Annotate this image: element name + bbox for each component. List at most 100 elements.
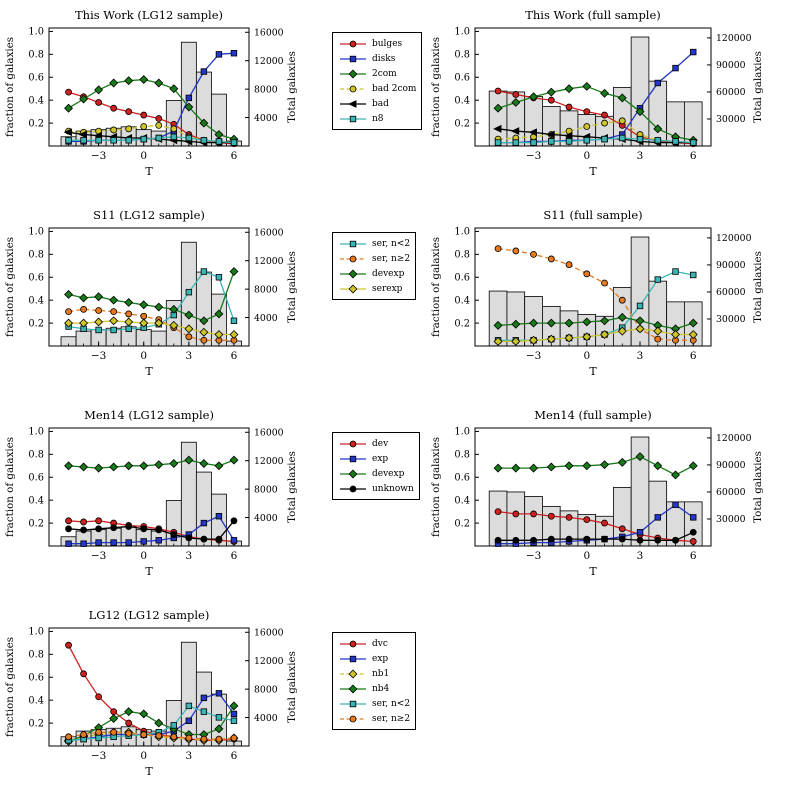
circle-marker (95, 99, 103, 106)
chart-svg: 0.2 0.4 0.6 0.8 1.0 4000 8000 12000 16000 −3 0 3 6 Th… (4, 8, 298, 178)
right-y-axis-label: Total galaxies (286, 51, 298, 123)
legend-entry-disks: disks (338, 51, 416, 66)
square-marker (125, 325, 132, 333)
legend-sample (340, 440, 366, 447)
right-y-axis-label: Total galaxies (286, 251, 298, 323)
legend-entry-nb1: nb1 (338, 666, 410, 681)
y-axis-right: 4000 8000 12000 16000 (245, 627, 284, 724)
y-tick-label: 1.0 (28, 27, 44, 38)
square-marker (349, 455, 357, 462)
circle-marker (125, 523, 133, 530)
chart-svg: 0.2 0.4 0.6 0.8 1.0 30000 60000 90000 120000 −3 0 3… (430, 408, 764, 578)
circle-marker (349, 440, 357, 447)
circle-marker (547, 512, 555, 520)
legend-sample (340, 715, 366, 722)
square-marker (185, 288, 193, 296)
series-devexp (64, 267, 239, 326)
legend-label: ser, n≥2 (372, 253, 411, 264)
y-axis-label: fraction of galaxies (4, 37, 16, 137)
diamond-marker (688, 461, 698, 471)
right-tick-label: 8000 (254, 684, 278, 695)
circle-marker (565, 103, 573, 111)
x-tick-label: 3 (186, 150, 193, 162)
square-marker (349, 240, 357, 247)
diamond-marker (493, 463, 503, 473)
diamond-marker (348, 284, 358, 293)
x-axis: −3 0 3 6 (68, 341, 238, 362)
axes-frame (48, 227, 250, 347)
right-tick-label: 60000 (716, 87, 746, 98)
square-marker (512, 139, 520, 146)
x-tick-label: 3 (186, 350, 193, 362)
square-marker (619, 134, 626, 142)
right-tick-label: 120000 (716, 233, 752, 244)
diamond-marker (564, 333, 574, 343)
square-marker (200, 694, 208, 702)
circle-marker (125, 125, 133, 133)
circle-marker (95, 728, 103, 736)
y-tick-label: 0.8 (28, 650, 44, 661)
x-tick-label: −3 (91, 350, 106, 362)
circle-marker (200, 336, 208, 344)
y-axis-left: 0.2 0.4 0.6 0.8 1.0 (454, 27, 479, 129)
y-axis-label: fraction of galaxies (430, 437, 442, 537)
circle-marker (185, 734, 193, 742)
tri-left-marker (63, 128, 72, 137)
series-n8 (65, 133, 238, 146)
diamond-marker (139, 318, 149, 328)
legend-cell-row2: ser, n<2 ser, n≥2 devexp serexp (332, 206, 428, 406)
series-n8 (494, 134, 697, 146)
y-tick-label: 0.2 (454, 118, 470, 129)
circle-marker (155, 121, 163, 129)
circle-marker (349, 640, 357, 647)
x-axis: −3 0 3 6 (68, 741, 238, 762)
diamond-marker (184, 102, 194, 112)
legend-sample (340, 269, 366, 278)
circle-marker (512, 91, 520, 98)
square-marker (110, 137, 117, 144)
y-axis-label: fraction of galaxies (430, 37, 442, 137)
x-tick-label: 3 (637, 350, 644, 362)
series-serexp (493, 324, 698, 346)
circle-marker (215, 735, 223, 743)
circle-marker (601, 111, 608, 119)
diamond-marker (109, 714, 119, 723)
right-tick-label: 12000 (254, 656, 284, 667)
tri-left-marker (510, 127, 520, 136)
square-marker (654, 514, 661, 521)
diamond-marker (511, 463, 521, 473)
circle-marker (565, 513, 573, 521)
circle-marker (140, 731, 148, 738)
y-tick-label: 0.4 (28, 495, 44, 506)
hist-bar (195, 71, 212, 147)
diamond-marker (617, 457, 627, 467)
right-tick-label: 120000 (716, 433, 752, 444)
axes-frame (474, 227, 712, 347)
legend-entry-nb4: nb4 (338, 681, 410, 696)
legend-entry-bad: bad (338, 96, 416, 111)
y-tick-label: 0.8 (454, 50, 470, 61)
y-tick-label: 0.4 (454, 495, 470, 506)
square-marker (494, 139, 502, 146)
diamond-marker (94, 85, 104, 95)
diamond-marker (617, 312, 627, 322)
diamond-marker (546, 462, 556, 472)
y-axis-left: 0.2 0.4 0.6 0.8 1.0 (28, 227, 53, 329)
diamond-marker (564, 318, 574, 328)
diamond-marker (199, 459, 209, 468)
circle-marker (547, 535, 555, 543)
legend-label: exp (372, 653, 389, 664)
diamond-marker (139, 75, 149, 85)
tri-left-marker (564, 131, 573, 140)
tri-left-marker (546, 130, 555, 139)
circle-marker (65, 525, 72, 533)
legend-entry-ser-n-2: ser, n≥2 (338, 711, 410, 726)
diamond-marker (109, 78, 119, 88)
circle-marker (110, 126, 118, 134)
legend-row4: dvc exp nb1 nb4 ser, n<2 ser, n≥2 (332, 632, 417, 730)
y-tick-label: 1.0 (454, 27, 470, 38)
square-marker (215, 714, 223, 721)
circle-marker (95, 307, 103, 314)
right-tick-label: 120000 (716, 33, 752, 44)
x-axis-label: T (145, 765, 153, 778)
